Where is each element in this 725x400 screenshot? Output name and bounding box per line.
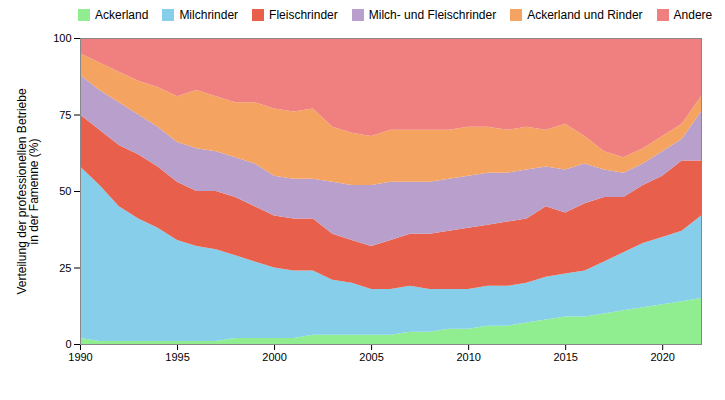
- svg-text:100: 100: [53, 32, 71, 44]
- html-text:Fleischrinder: Fleischrinder: [269, 8, 338, 22]
- svg-text:2005: 2005: [359, 351, 383, 363]
- svg-text:2015: 2015: [553, 351, 577, 363]
- svg-text:1995: 1995: [165, 351, 189, 363]
- html-text:Milch- und Fleischrinder: Milch- und Fleischrinder: [368, 8, 497, 22]
- svg-text:25: 25: [59, 262, 71, 274]
- svg-text:2010: 2010: [456, 351, 480, 363]
- svg-text:1990: 1990: [68, 351, 92, 363]
- svg-text:50: 50: [59, 185, 71, 197]
- html-text:Ackerland: Ackerland: [95, 8, 149, 22]
- svg-text:0: 0: [65, 338, 71, 350]
- svg-text:75: 75: [59, 109, 71, 121]
- svg-text:2020: 2020: [650, 351, 674, 363]
- html-text:Milchrinder: Milchrinder: [179, 8, 239, 22]
- svg-text:2000: 2000: [262, 351, 286, 363]
- html-text:Andere: Andere: [673, 8, 713, 22]
- svg-text:Verteilung der professionellen: Verteilung der professionellen Betriebei…: [15, 88, 41, 294]
- html-text:Ackerland und Rinder: Ackerland und Rinder: [527, 8, 643, 22]
